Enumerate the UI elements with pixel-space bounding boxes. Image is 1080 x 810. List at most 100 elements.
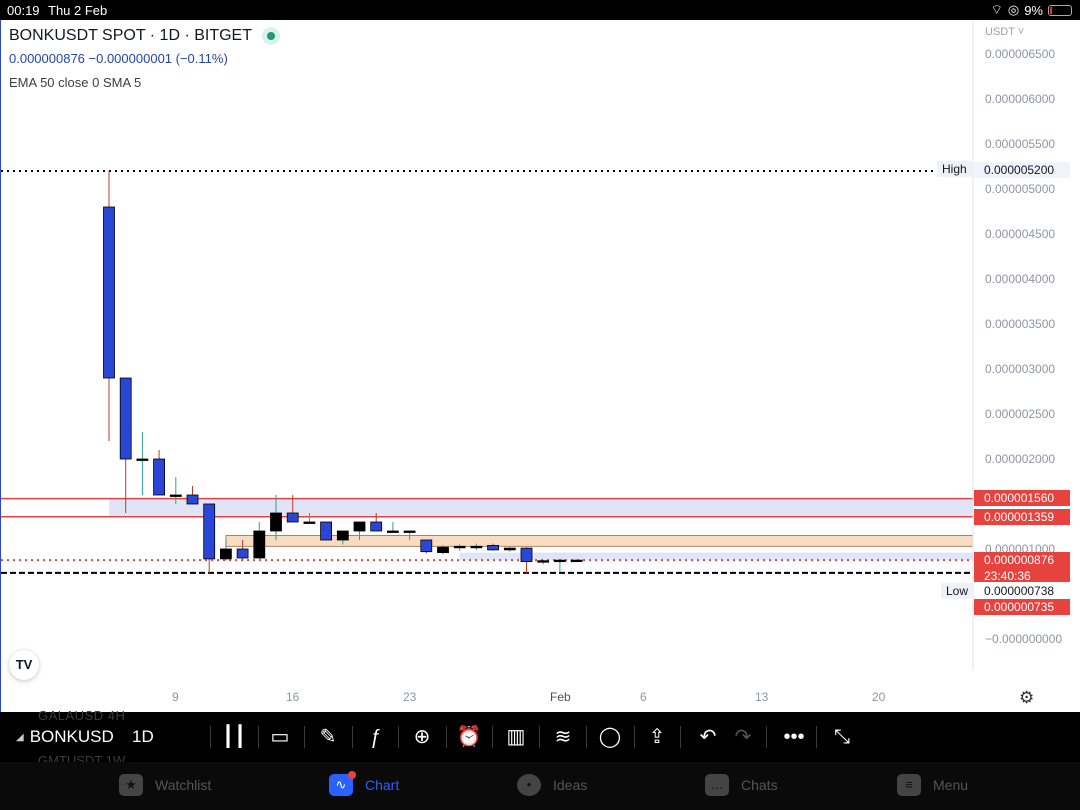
wifi-icon: ⌔ — [990, 2, 1003, 17]
toolbar-divider — [634, 726, 635, 748]
symbol-picker[interactable]: ◢ BONKUSD — [16, 727, 114, 747]
zone-rect — [109, 498, 973, 517]
y-tick: 0.000005500 — [985, 137, 1056, 151]
nav-chart[interactable]: ∿ Chart — [329, 771, 400, 796]
status-bar: 00:19 Thu 2 Feb ⌔ ◎ 9% — [0, 0, 1080, 20]
status-indicators: ⌔ ◎ 9% — [991, 2, 1072, 18]
x-tick: 20 — [872, 690, 886, 704]
candle-body — [370, 521, 383, 532]
candle-body — [169, 494, 182, 497]
high-price-tag: 0.000005200 — [974, 162, 1070, 178]
nav-watchlist-label: Watchlist — [155, 777, 212, 793]
toolbar-divider — [398, 726, 399, 748]
battery-percent: 9% — [1024, 2, 1043, 18]
candle-body — [119, 377, 132, 460]
candle-body — [270, 512, 282, 532]
candle-body — [320, 521, 333, 541]
symbol-header[interactable]: BONKUSDT SPOT · 1D · BITGET — [9, 27, 280, 45]
y-tick: 0.000006000 — [985, 92, 1056, 106]
low-price-tag: 0.000000738 — [974, 583, 1070, 599]
candle-body — [520, 547, 533, 562]
chart-toolbar: GALAUSD 4H GMTUSDT 1W ◢ BONKUSD 1D ┃┃ ▭ … — [0, 708, 1080, 768]
high-label: High — [937, 161, 972, 177]
candle-body — [353, 521, 366, 532]
candle-body — [336, 530, 349, 541]
nav-menu[interactable]: ≡ Menu — [897, 774, 968, 796]
share-icon[interactable]: ⇪ — [648, 726, 666, 748]
candle-body — [219, 548, 232, 560]
chart-icon: ∿ — [329, 771, 356, 796]
support-tag: 0.000000735 — [974, 599, 1070, 615]
candle-body — [537, 560, 550, 563]
candle-body — [570, 559, 583, 563]
nav-chart-label: Chart — [365, 777, 400, 793]
nav-menu-label: Menu — [933, 777, 969, 793]
compare-icon[interactable]: ≋ — [554, 726, 572, 748]
chart-pane[interactable]: BONKUSDT SPOT · 1D · BITGET 0.000000876 … — [0, 20, 1080, 712]
zone-rect — [459, 552, 973, 560]
toolbar-divider — [258, 726, 259, 748]
candle-body — [403, 530, 416, 533]
resistance-top-tag: 0.000001560 — [974, 490, 1070, 506]
status-date: Thu 2 Feb — [48, 3, 108, 18]
price-chart[interactable] — [1, 20, 1080, 712]
currency-label: USDT — [985, 26, 1015, 38]
toolbar-divider — [586, 726, 587, 748]
candle-body — [303, 521, 316, 524]
bottom-navigation: ★ Watchlist ∿ Chart • Ideas … Chats ≡ Me… — [0, 762, 1080, 810]
fullscreen-icon[interactable]: ⤡ — [834, 726, 850, 748]
battery-icon — [1048, 4, 1072, 16]
nav-ideas-label: Ideas — [553, 777, 588, 793]
more-dots-icon[interactable]: ••• — [783, 726, 805, 748]
candle-body — [386, 530, 399, 533]
redo-icon[interactable]: ↷ — [734, 726, 752, 748]
drawing-pen-icon[interactable]: ✎ — [319, 726, 337, 748]
y-tick: 0.000002000 — [985, 452, 1056, 466]
lightbulb-icon[interactable]: ◯ — [598, 726, 622, 748]
toolbar-divider — [492, 726, 493, 748]
swap-icon: ◢ — [16, 731, 24, 743]
alert-clock-icon[interactable]: ⏰ — [456, 726, 482, 748]
toolbar-divider — [210, 726, 211, 748]
replay-calendar-icon[interactable]: ▭ — [270, 726, 290, 748]
nav-chats[interactable]: … Chats — [705, 774, 778, 796]
candle-body — [470, 545, 483, 549]
market-open-icon — [262, 27, 280, 45]
star-icon: ★ — [119, 774, 143, 796]
candle-body — [203, 503, 216, 560]
symbol-title[interactable]: BONKUSDT SPOT · 1D · BITGET — [9, 27, 252, 44]
indicator-legend[interactable]: EMA 50 close 0 SMA 5 — [9, 75, 142, 90]
currency-selector[interactable]: USDT ˅ — [985, 26, 1025, 38]
add-plus-icon[interactable]: ⊕ — [413, 726, 431, 748]
menu-icon: ≡ — [897, 774, 921, 796]
candle-body — [487, 545, 500, 551]
settings-gear-icon[interactable]: ⚙ — [1019, 688, 1035, 707]
x-tick: 6 — [640, 690, 647, 704]
candles-icon[interactable]: ┃┃ — [221, 726, 247, 748]
y-tick: 0.000002500 — [985, 407, 1056, 421]
nav-ideas[interactable]: • Ideas — [517, 774, 587, 796]
last-price-tag: 0.000000876 23:40:36 — [974, 552, 1070, 583]
candle-body — [186, 494, 199, 505]
candle-body — [437, 546, 449, 554]
indicators-fx-icon[interactable]: ƒ — [369, 726, 381, 748]
status-time: 00:19 — [7, 3, 40, 18]
y-tick: 0.000003500 — [985, 317, 1056, 331]
candle-body — [103, 206, 115, 379]
low-label: Low — [941, 583, 974, 599]
toolbar-divider — [539, 726, 540, 748]
orientation-lock-icon: ◎ — [1007, 2, 1020, 17]
candle-body — [236, 548, 249, 559]
interval-picker[interactable]: 1D — [132, 727, 154, 746]
nav-watchlist[interactable]: ★ Watchlist — [119, 774, 211, 796]
toolbar-divider — [446, 726, 447, 748]
bar-chart-icon[interactable]: ▥ — [506, 726, 526, 748]
symbol-picker-label: BONKUSD — [29, 727, 114, 746]
prev-symbol-ghost: GALAUSD 4H — [38, 708, 126, 723]
toolbar-divider — [816, 726, 817, 748]
undo-icon[interactable]: ↶ — [699, 726, 717, 748]
resistance-bottom-tag: 0.000001359 — [974, 509, 1070, 525]
y-tick: 0.000006500 — [985, 47, 1056, 61]
tradingview-logo[interactable]: TV — [9, 650, 39, 680]
y-tick: 0.000004500 — [985, 227, 1056, 241]
